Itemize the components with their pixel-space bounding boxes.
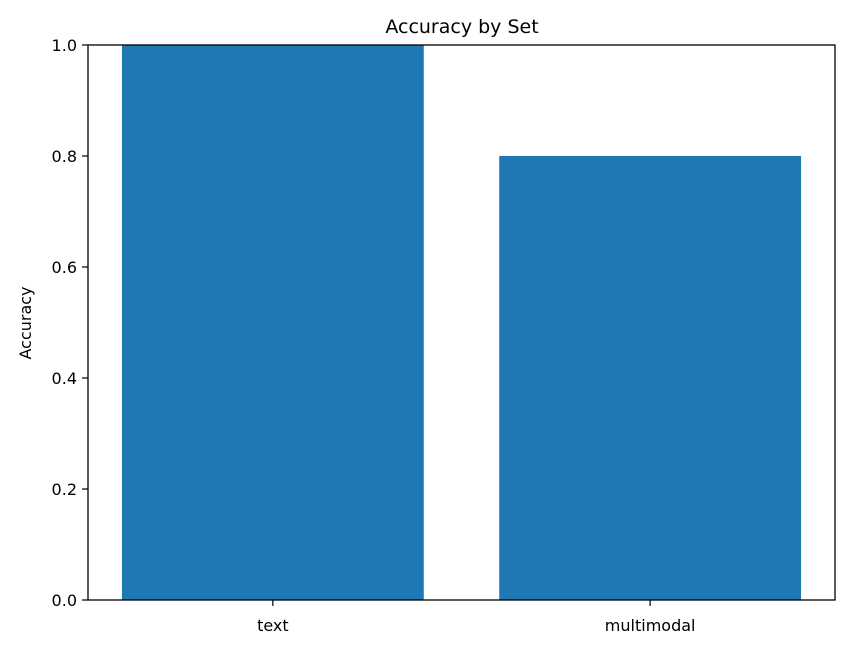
y-tick-label: 0.6: [52, 258, 77, 277]
y-tick-label: 1.0: [52, 36, 77, 55]
bar-text: [121, 45, 424, 600]
bar-multimodal: [499, 156, 802, 600]
x-tick-label: multimodal: [605, 616, 696, 635]
y-axis-label: Accuracy: [16, 286, 35, 359]
y-tick-label: 0.0: [52, 591, 77, 610]
chart-title: Accuracy by Set: [385, 16, 538, 38]
x-axis-ticks: text multimodal: [257, 600, 695, 635]
y-tick-label: 0.8: [52, 147, 77, 166]
bars-layer: [121, 45, 802, 600]
y-tick-label: 0.4: [52, 369, 77, 388]
y-axis-ticks: 0.0 0.2 0.4 0.6 0.8 1.0: [52, 36, 88, 610]
y-tick-label: 0.2: [52, 480, 77, 499]
x-tick-label: text: [257, 616, 289, 635]
plot-frame: [87, 44, 836, 601]
